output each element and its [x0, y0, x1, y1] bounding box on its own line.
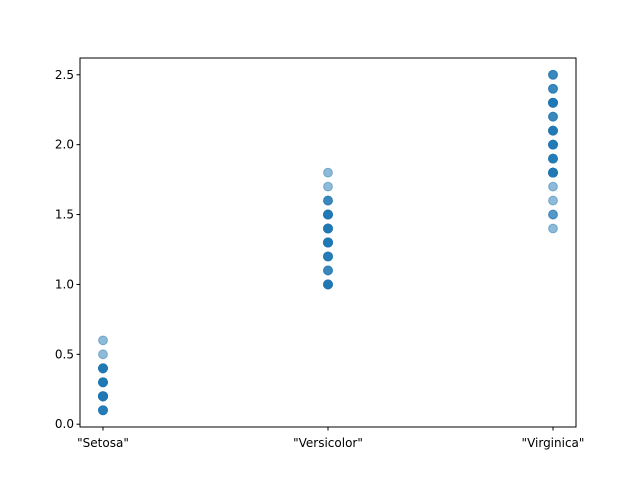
data-point	[323, 167, 333, 178]
data-point	[548, 111, 558, 122]
data-point	[323, 251, 333, 262]
y-tick-label: 0.5	[55, 347, 74, 361]
y-tick-label: 0.0	[55, 417, 74, 431]
data-point	[548, 195, 558, 206]
data-point	[323, 195, 333, 206]
x-tick-label: "Virginica"	[522, 436, 585, 450]
data-point	[548, 167, 558, 178]
data-point	[323, 265, 333, 276]
data-point	[98, 377, 108, 388]
data-point	[98, 405, 108, 416]
data-point	[548, 153, 558, 164]
data-point	[548, 209, 558, 220]
x-tick-label: "Versicolor"	[293, 436, 363, 450]
y-tick-label: 1.0	[55, 277, 74, 291]
plot-frame	[79, 57, 577, 428]
data-point	[323, 223, 333, 234]
data-point	[548, 69, 558, 80]
x-tick-label: "Setosa"	[77, 436, 129, 450]
data-point	[548, 125, 558, 136]
data-point	[548, 97, 558, 108]
points-layer	[98, 69, 558, 416]
data-point	[548, 139, 558, 150]
data-point	[98, 335, 108, 346]
data-point	[323, 237, 333, 248]
y-tick-label: 2.5	[55, 68, 74, 82]
data-point	[323, 181, 333, 192]
data-point	[323, 209, 333, 220]
data-point	[98, 349, 108, 360]
data-point	[98, 363, 108, 374]
data-point	[98, 391, 108, 402]
y-tick-label: 1.5	[55, 208, 74, 222]
data-point	[548, 223, 558, 234]
data-point	[548, 181, 558, 192]
axes-layer: 0.0 0.5 1.0 1.5 2.0 2.5 "Setosa" "Versicolor" "V…	[55, 68, 585, 450]
y-tick-label: 2.0	[55, 138, 74, 152]
data-point	[548, 83, 558, 94]
data-point	[323, 279, 333, 290]
